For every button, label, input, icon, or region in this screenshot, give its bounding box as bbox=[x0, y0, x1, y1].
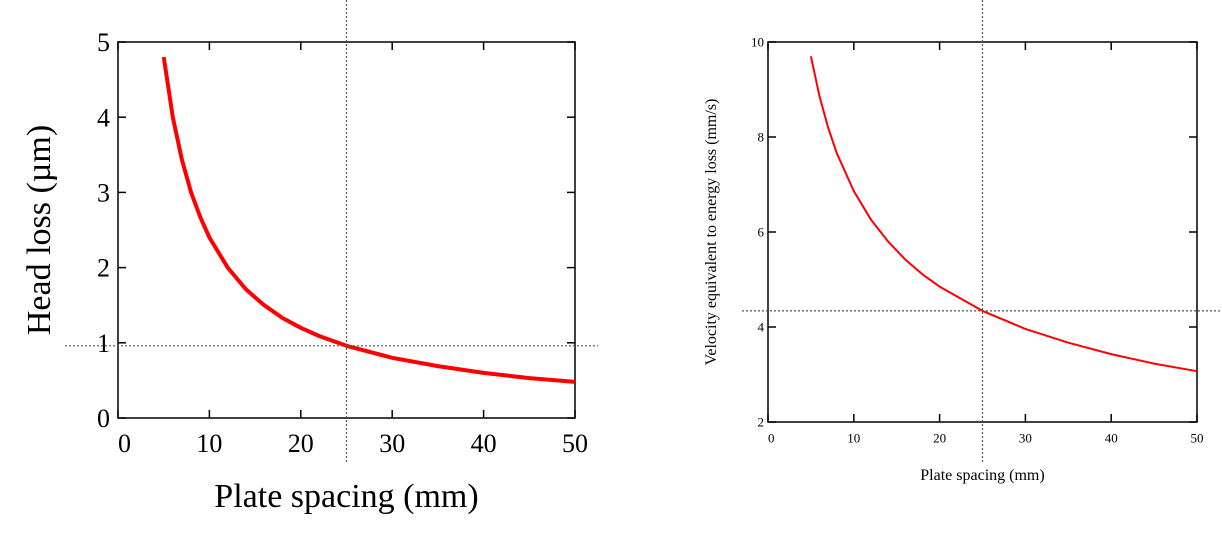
y-tick-label: 10 bbox=[751, 35, 764, 50]
y-axis-label: Head loss (µm) bbox=[21, 125, 58, 335]
x-tick-label: 10 bbox=[847, 431, 860, 446]
y-tick-label: 2 bbox=[758, 415, 765, 430]
x-tick-label: 40 bbox=[471, 429, 497, 458]
x-tick-label: 10 bbox=[196, 429, 222, 458]
x-tick-label: 50 bbox=[1191, 431, 1204, 446]
x-tick-label: 20 bbox=[933, 431, 946, 446]
y-tick-label: 5 bbox=[97, 28, 110, 57]
y-tick-label: 6 bbox=[758, 225, 765, 240]
x-tick-label: 0 bbox=[768, 431, 775, 446]
x-tick-label: 50 bbox=[562, 429, 588, 458]
x-tick-label: 30 bbox=[379, 429, 405, 458]
x-axis-label: Plate spacing (mm) bbox=[920, 467, 1044, 484]
data-line bbox=[809, 56, 1198, 373]
y-tick-label: 1 bbox=[97, 329, 110, 358]
x-axis-label: Plate spacing (mm) bbox=[214, 478, 478, 515]
y-tick-label: 4 bbox=[97, 103, 110, 132]
y-tick-label: 0 bbox=[97, 404, 110, 433]
data-line bbox=[161, 56, 576, 384]
y-tick-label: 2 bbox=[97, 254, 110, 283]
x-tick-label: 0 bbox=[118, 429, 131, 458]
x-tick-label: 20 bbox=[288, 429, 314, 458]
y-tick-label: 3 bbox=[97, 179, 110, 208]
y-axis-label: Velocity equivalent to energy loss (mm/s… bbox=[703, 99, 720, 366]
x-tick-label: 40 bbox=[1105, 431, 1118, 446]
x-tick-label: 30 bbox=[1019, 431, 1032, 446]
y-tick-label: 4 bbox=[758, 320, 765, 335]
y-tick-label: 8 bbox=[758, 130, 765, 145]
